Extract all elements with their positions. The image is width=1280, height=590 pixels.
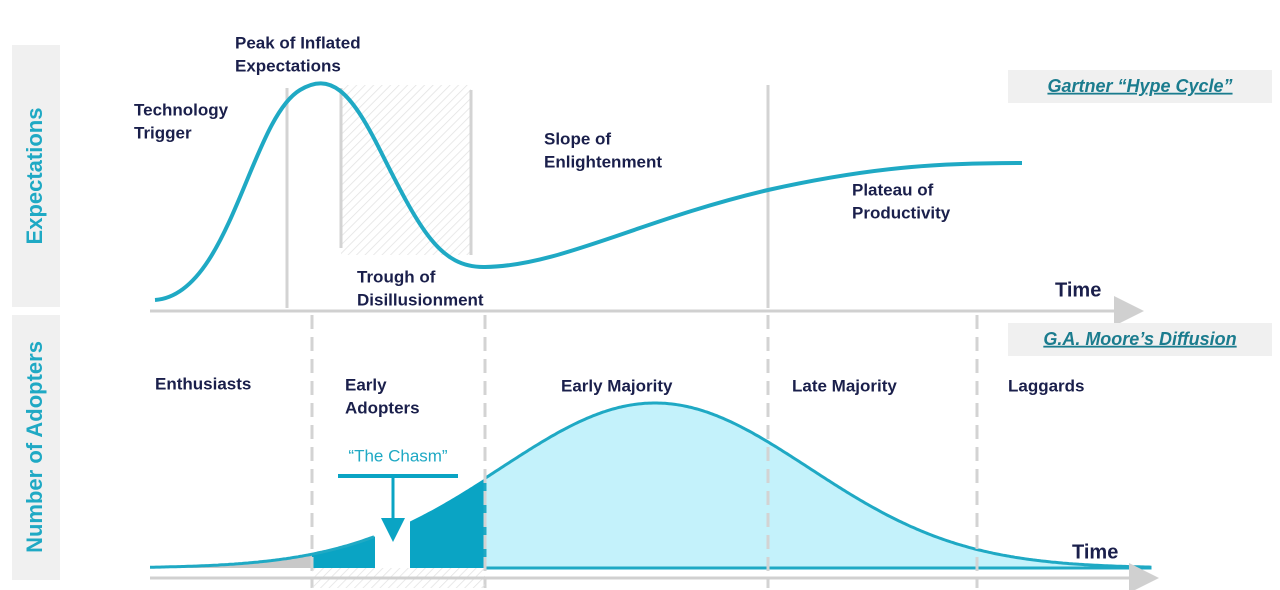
hype-curve (154, 81, 1023, 302)
phase-label: Late Majority (792, 376, 897, 395)
phase-label: Early (345, 375, 387, 394)
diffusion-title: G.A. Moore’s Diffusion (1043, 329, 1236, 349)
phase-label: Early Majority (561, 376, 673, 395)
title-box (1008, 70, 1272, 103)
side-panel (12, 45, 60, 307)
phase-label: Expectations (235, 56, 341, 75)
phase-label: Trough of (357, 267, 436, 286)
title-box (1008, 323, 1272, 356)
phase-label: Slope of (544, 129, 611, 148)
phase-label: Enthusiasts (155, 374, 251, 393)
phase-label: Technology (134, 100, 229, 119)
bell-segment (410, 478, 485, 568)
phase-label: Adopters (345, 398, 420, 417)
dividers (310, 315, 979, 588)
phase-label: Trigger (134, 123, 192, 142)
phase-label: Peak of Inflated (235, 33, 361, 52)
labels: Technology Trigger Peak of Inflated Expecta… (134, 33, 1085, 417)
axis-label: Time (1072, 541, 1118, 563)
side-panel (12, 315, 60, 580)
phase-label: Plateau of (852, 180, 934, 199)
bell-segment (483, 401, 1152, 570)
side-label: Expectations (22, 108, 47, 245)
phase-label: Productivity (852, 203, 951, 222)
phase-label: Enlightenment (544, 152, 662, 171)
chasm-label: “The Chasm” (348, 446, 448, 465)
hatch (341, 85, 471, 255)
hype-title: Gartner “Hype Cycle” (1047, 76, 1232, 96)
phase-label: Disillusionment (357, 290, 484, 309)
axis-label: Time (1055, 279, 1101, 301)
phase-label: Laggards (1008, 376, 1085, 395)
dividers (285, 85, 770, 308)
bell-segment (150, 554, 312, 568)
bell-segment (312, 536, 375, 568)
bell-edge (150, 535, 375, 569)
bell (150, 401, 1152, 570)
side-label: Number of Adopters (22, 341, 47, 553)
